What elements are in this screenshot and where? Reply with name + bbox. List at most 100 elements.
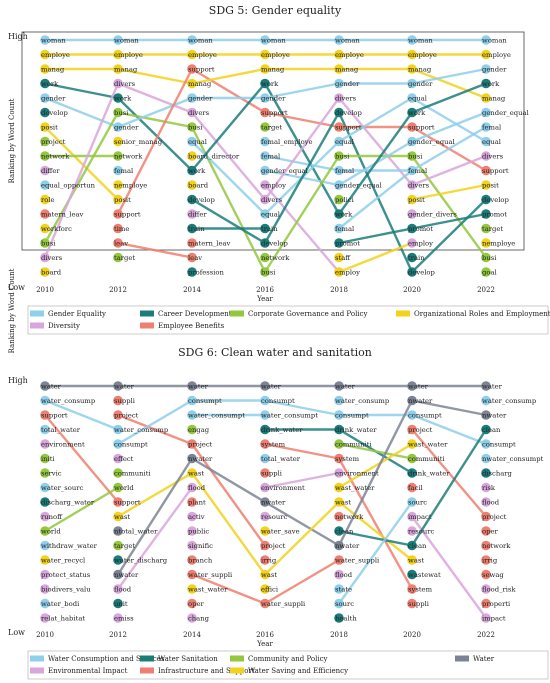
term-label: clean [482,426,501,434]
term-label: properti [482,600,511,608]
term-label: chang [188,615,210,623]
term-marker [187,93,197,103]
term-label: role [41,196,55,204]
term-label: sourc [408,499,427,507]
term-label: flood [482,499,500,507]
rank-connector [264,442,340,460]
term-label: project [261,542,286,550]
term-marker [260,569,270,580]
term-label: discharg [482,470,512,478]
term-label: posit [482,182,499,190]
term-marker [334,223,344,234]
term-label: femal_employe [261,138,313,146]
legend-swatch [30,655,44,662]
term-label: water_sourc [41,484,83,492]
term-label: wastewat [408,571,441,579]
term-marker [334,613,344,623]
term-label: water [261,383,282,391]
term-marker [40,468,50,478]
term-marker [40,151,50,161]
term-label: world [41,528,61,536]
term-marker [187,267,197,277]
term-nodes: waterwater_consumpsupporttotal_waterenvi… [40,381,544,623]
term-marker [187,555,197,565]
y-axis-label: Ranking by Word Count [8,268,16,353]
legend-swatch [140,667,154,674]
term-marker [407,165,417,176]
rank-connector [410,428,488,547]
term-label: water_consump [335,397,390,405]
term-label: train [261,225,278,233]
x-tick-label: 2016 [256,286,274,294]
term-label: flood_risk [482,586,516,594]
term-label: employe [41,51,70,59]
term-marker [113,584,123,594]
high-label: High [8,32,28,41]
term-label: network [482,542,511,550]
term-marker [481,526,491,536]
legend: Gender Equality Career Development Corpora… [27,305,550,335]
term-marker [407,223,417,234]
term-marker [260,165,270,176]
term-marker [334,136,344,147]
term-label: gender [408,80,433,88]
term-marker [40,439,50,449]
term-marker [187,165,197,176]
term-label: femal [261,153,280,161]
term-label: drink_water [335,426,377,434]
rank-connector [411,96,487,143]
term-marker [113,238,123,248]
legend-label: Water Consumption and Sources [48,655,165,663]
term-marker [334,194,344,205]
term-label: support [114,499,141,507]
term-label: manag [408,66,432,74]
term-marker [481,511,491,522]
term-label: employe [408,51,437,59]
legend-swatch [140,655,154,662]
term-marker [481,78,491,89]
rank-connector [338,501,413,605]
term-marker [260,64,270,74]
rank-connector [117,399,193,446]
rank-connector [411,212,487,230]
term-marker [481,252,491,263]
term-marker [481,194,491,205]
term-label: promot [408,225,433,233]
term-marker [113,35,123,45]
term-label: support [335,124,362,132]
term-label: board [41,269,62,277]
term-marker [260,180,270,190]
term-label: impact [482,615,506,623]
term-marker [187,180,197,190]
term-marker [113,93,123,103]
term-marker [334,93,344,103]
term-marker [481,468,491,478]
term-marker [113,107,123,118]
term-label: system [335,455,360,463]
term-label: nwater [261,499,286,507]
term-label: gender [335,80,360,88]
term-label: femal [335,225,354,233]
legend-swatch [30,322,44,329]
term-label: impact [408,513,432,521]
term-label: suppli [408,600,430,608]
term-label: gender [114,124,139,132]
term-label: consumpt [114,441,148,449]
legend-label: Career Development [158,310,232,318]
term-label: femal [408,167,427,175]
term-label: effect [114,455,134,463]
term-marker [187,468,197,478]
term-marker [113,497,123,507]
term-label: resourc [261,513,287,521]
term-label: consumpt [408,412,442,420]
term-marker [260,410,270,420]
term-marker [113,223,123,234]
term-marker [260,238,270,248]
term-label: employe [114,51,143,59]
term-label: runoff [41,513,63,521]
term-marker [40,526,50,536]
term-label: target [482,225,503,233]
term-marker [187,122,197,132]
term-marker [481,93,491,103]
term-marker [40,395,50,406]
